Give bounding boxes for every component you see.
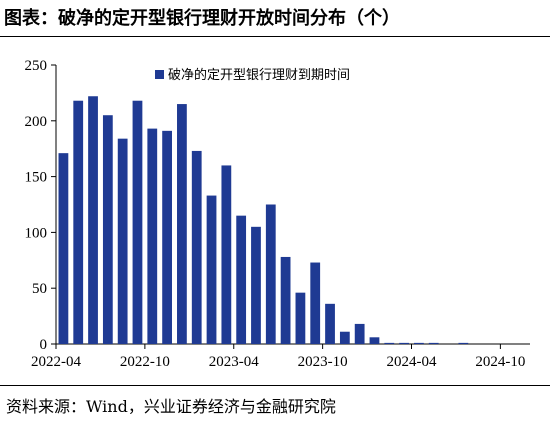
bar-2022-09: [132, 100, 143, 345]
bar-2023-01: [191, 150, 202, 344]
bar-2022-06: [88, 96, 98, 344]
bar-2022-10: [147, 128, 158, 344]
bar-2023-02: [206, 195, 217, 344]
bar-2023-10: [325, 303, 335, 344]
bar-2023-06: [265, 204, 276, 344]
bar-2022-12: [177, 104, 187, 344]
x-tick-label: 2024-10: [475, 354, 525, 370]
y-tick-label: 50: [32, 281, 47, 297]
bar-2023-09: [310, 262, 321, 344]
y-tick-label: 0: [40, 337, 48, 353]
legend-swatch: [155, 70, 164, 79]
bar-2024-05: [428, 342, 439, 344]
x-axis: 2022-04 2022-10 2023-04 2023-10 2024-04 2024-…: [31, 343, 530, 370]
x-tick-label: 2023-04: [209, 354, 259, 370]
y-axis: 0 50 100 150 200 250: [25, 58, 57, 353]
x-tick-label: 2022-10: [120, 354, 170, 370]
x-tick-label: 2022-04: [31, 354, 81, 370]
bar-2024-04: [414, 342, 424, 344]
y-tick-label: 150: [25, 170, 48, 186]
bars: [58, 96, 469, 345]
bar-2024-02: [384, 342, 395, 344]
bar-2022-05: [73, 100, 84, 345]
bar-2022-08: [117, 138, 128, 344]
y-tick-label: 100: [25, 225, 48, 241]
figure-title: 图表：破净的定开型银行理财开放时间分布（个）: [4, 8, 400, 29]
source-rule: [0, 385, 550, 386]
title-rule: [0, 36, 550, 37]
bar-2023-12: [354, 323, 365, 344]
bar-2024-01: [369, 337, 380, 344]
bar-2023-05: [251, 226, 261, 344]
bar-2022-11: [162, 130, 172, 344]
y-tick-label: 250: [25, 58, 48, 74]
bar-2023-04: [236, 215, 247, 344]
bar-2022-07: [102, 115, 113, 344]
bar-2024-03: [399, 342, 409, 344]
bar-2023-07: [280, 256, 291, 344]
y-tick-label: 200: [25, 114, 48, 130]
bar-2023-08: [295, 292, 306, 344]
legend: 破净的定开型银行理财到期时间: [155, 67, 350, 83]
x-tick-label: 2024-04: [387, 354, 437, 370]
bar-2023-03: [221, 165, 232, 344]
bar-2024-07: [458, 342, 469, 344]
bar-2022-04: [58, 153, 69, 344]
source-note: 资料来源：Wind，兴业证券经济与金融研究院: [6, 397, 336, 416]
x-tick-label: 2023-10: [298, 354, 348, 370]
legend-label: 破净的定开型银行理财到期时间: [168, 67, 350, 83]
bar-2023-11: [339, 331, 350, 344]
